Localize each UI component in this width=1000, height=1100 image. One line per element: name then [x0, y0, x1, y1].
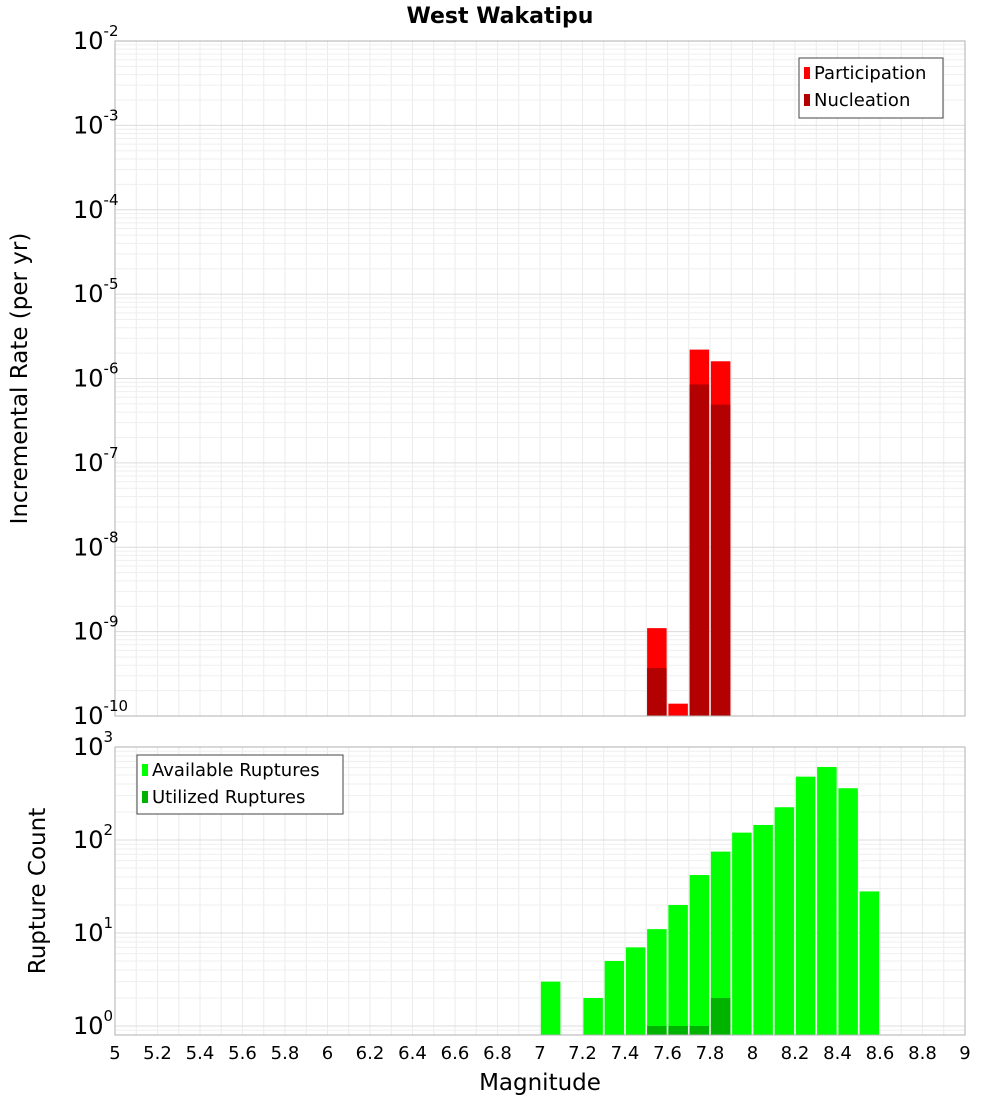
x-tick-label: 7.8 — [696, 1043, 725, 1064]
legend-label: Available Ruptures — [152, 760, 320, 781]
x-axis-title: Magnitude — [479, 1070, 601, 1096]
y-tick-label: 10-6 — [73, 360, 119, 393]
x-tick-label: 8 — [747, 1043, 758, 1064]
legend: Available Ruptures Utilized Ruptures — [136, 754, 344, 815]
y-axis-title: Incremental Rate (per yr) — [7, 233, 33, 525]
y-tick-label: 10-7 — [73, 444, 119, 477]
bar — [689, 384, 710, 716]
bar-series-group — [647, 349, 731, 716]
x-tick-label: 8.2 — [781, 1043, 810, 1064]
x-tick-label: 6.8 — [483, 1043, 512, 1064]
y-tick-label: 100 — [73, 1007, 113, 1040]
bar — [647, 1025, 667, 1035]
grid-lines — [114, 41, 966, 717]
x-tick-label: 6.2 — [356, 1043, 385, 1064]
bar — [838, 788, 858, 1035]
bar — [859, 891, 880, 1035]
bar — [710, 404, 731, 716]
chart-title: West Wakatipu — [407, 4, 594, 29]
legend-swatch — [142, 764, 148, 776]
legend-box — [136, 754, 344, 815]
bar — [689, 1025, 710, 1035]
bar — [668, 1025, 688, 1035]
bar — [647, 929, 667, 1035]
legend-label: Utilized Ruptures — [152, 787, 305, 808]
y-tick-label: 101 — [73, 914, 113, 947]
legend-swatch — [804, 94, 810, 106]
y-tick-label: 10-2 — [73, 22, 119, 55]
rate-panel: 10-10 10-9 10-8 10-7 10-6 10-5 10-4 10-3 10-2 Inc… — [7, 22, 966, 730]
x-tick-label: 7.4 — [611, 1043, 640, 1064]
y-tick-label: 10-9 — [73, 613, 119, 646]
legend-swatch — [142, 791, 148, 803]
y-axis-title: Rupture Count — [25, 808, 51, 974]
legend-label: Nucleation — [814, 90, 910, 111]
y-tick-label: 10-3 — [73, 106, 119, 139]
x-tick-label: 8.4 — [823, 1043, 852, 1064]
x-tick-label: 6 — [322, 1043, 333, 1064]
x-tick-label: 5.6 — [228, 1043, 257, 1064]
bar — [625, 947, 646, 1035]
y-tick-label: 103 — [73, 728, 113, 761]
x-tick-label: 8.8 — [908, 1043, 937, 1064]
x-tick-label: 7.6 — [653, 1043, 682, 1064]
x-tick-label: 5 — [109, 1043, 120, 1064]
y-tick-label: 10-10 — [73, 697, 128, 730]
bar — [604, 960, 625, 1035]
bar — [668, 703, 688, 716]
legend-swatch — [804, 67, 810, 79]
bar-series-group — [540, 766, 880, 1035]
y-tick-label: 10-5 — [73, 275, 119, 308]
x-tick-label: 7.2 — [568, 1043, 597, 1064]
bar — [817, 766, 837, 1035]
bar — [668, 904, 688, 1035]
bar — [732, 832, 752, 1035]
legend-box — [798, 57, 944, 119]
x-tick-label: 5.4 — [186, 1043, 215, 1064]
x-tick-label: 9 — [959, 1043, 970, 1064]
bar — [647, 668, 667, 716]
x-tick-label: 5.8 — [271, 1043, 300, 1064]
y-tick-label: 10-4 — [73, 191, 119, 224]
x-tick-label: 6.4 — [398, 1043, 427, 1064]
plot-frame — [114, 746, 966, 1036]
x-tick-label: 7 — [534, 1043, 545, 1064]
legend: Participation Nucleation — [798, 57, 944, 119]
count-panel: 100 101 102 103 5 5.2 5.4 5.6 5.8 6 6.2 6.4 6.6 6.8 7 7… — [25, 728, 971, 1096]
bar — [753, 824, 773, 1035]
legend-label: Participation — [814, 63, 926, 84]
y-tick-label: 10-8 — [73, 528, 119, 561]
bar — [795, 776, 816, 1035]
bar — [774, 807, 795, 1035]
bar — [540, 981, 561, 1035]
bar — [583, 997, 603, 1035]
bar — [710, 997, 731, 1035]
x-tick-label: 8.6 — [866, 1043, 895, 1064]
bar — [710, 851, 731, 1035]
bar — [689, 875, 710, 1035]
plot-frame — [114, 40, 966, 717]
y-tick-label: 102 — [73, 821, 113, 854]
x-tick-label: 5.2 — [143, 1043, 172, 1064]
x-tick-label: 6.6 — [441, 1043, 470, 1064]
